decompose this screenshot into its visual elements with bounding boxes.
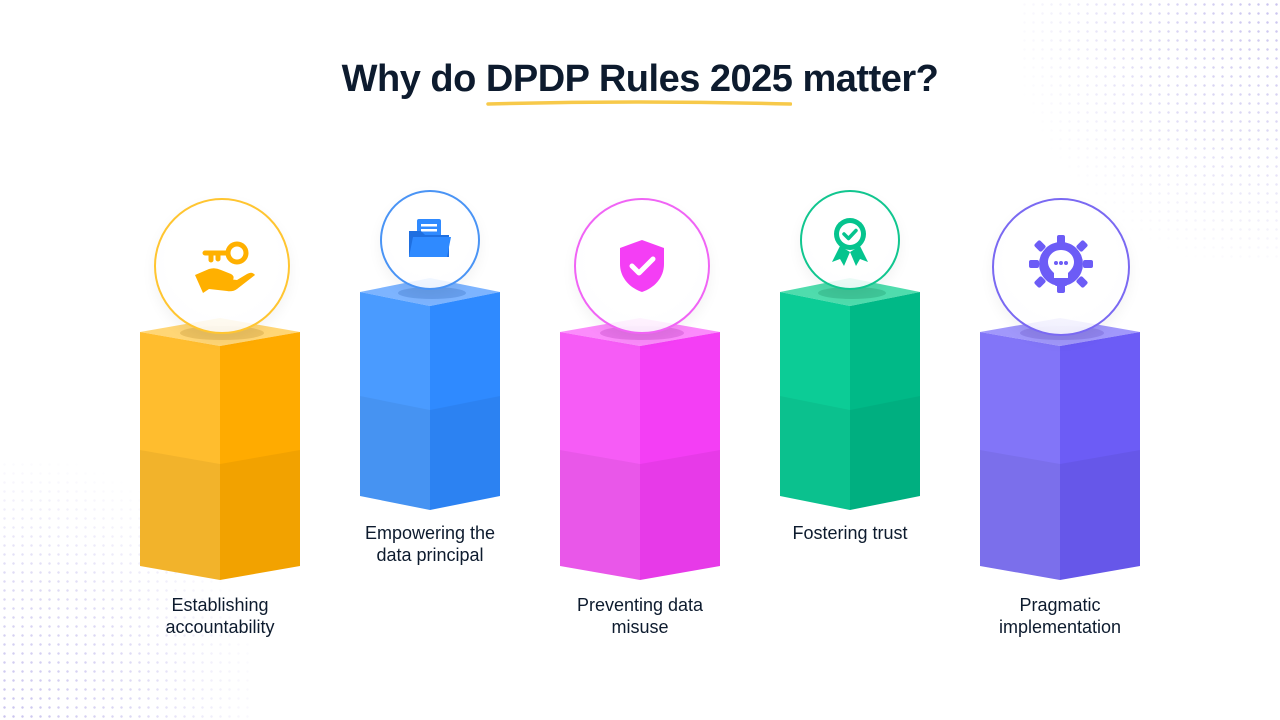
- pillar-label: Empowering the data principal: [320, 522, 540, 566]
- pillar-block: [780, 278, 920, 510]
- pillar-label-line2: misuse: [611, 617, 669, 637]
- pillar-label-line2: data principal: [376, 545, 484, 565]
- pillar-empowering-data-principal: Empowering the data principal: [360, 190, 520, 570]
- pillar-label-line1: Establishing: [171, 595, 269, 615]
- title-highlight-text: DPDP Rules 2025: [485, 58, 793, 100]
- pillar-label-line1: Fostering trust: [792, 523, 908, 543]
- icon-circle: [992, 198, 1130, 336]
- pillar-establishing-accountability: Establishing accountability: [140, 198, 300, 638]
- pillar-fostering-trust: Fostering trust: [780, 190, 940, 570]
- pillar-label-line2: implementation: [998, 617, 1122, 637]
- pillar-label: Pragmatic implementation: [950, 594, 1170, 638]
- pillar-block: [560, 318, 720, 580]
- pillar-label: Preventing data misuse: [530, 594, 750, 638]
- pillar-pragmatic-implementation: Pragmatic implementation: [980, 198, 1140, 638]
- pillar-label-line1: Empowering the: [364, 523, 496, 543]
- pillar-preventing-data-misuse: Preventing data misuse: [560, 198, 720, 638]
- folder-documents-icon: [409, 219, 451, 257]
- award-badge-icon: [832, 218, 868, 266]
- pillar-label-line1: Preventing data: [576, 595, 704, 615]
- shield-check-icon: [620, 240, 664, 292]
- pillar-label: Establishing accountability: [110, 594, 330, 638]
- icon-circle: [380, 190, 480, 290]
- pillar-label-line2: accountability: [165, 617, 275, 637]
- title-underline: [486, 100, 793, 106]
- pillar-label: Fostering trust: [740, 522, 960, 544]
- page-title: Why do DPDP Rules 2025 matter?: [0, 58, 1280, 106]
- key-in-hand-icon: [195, 241, 255, 293]
- title-suffix: matter?: [792, 58, 939, 100]
- pillar-block: [360, 278, 500, 510]
- pillar-block: [980, 318, 1140, 580]
- lightbulb-gear-icon: [1029, 235, 1093, 293]
- pillar-label-line1: Pragmatic: [1019, 595, 1101, 615]
- title-prefix: Why do: [341, 58, 486, 100]
- icon-circle: [154, 198, 290, 334]
- title-highlight: DPDP Rules 2025: [485, 58, 793, 106]
- pillar-block: [140, 318, 300, 580]
- icon-circle: [574, 198, 710, 334]
- icon-circle: [800, 190, 900, 290]
